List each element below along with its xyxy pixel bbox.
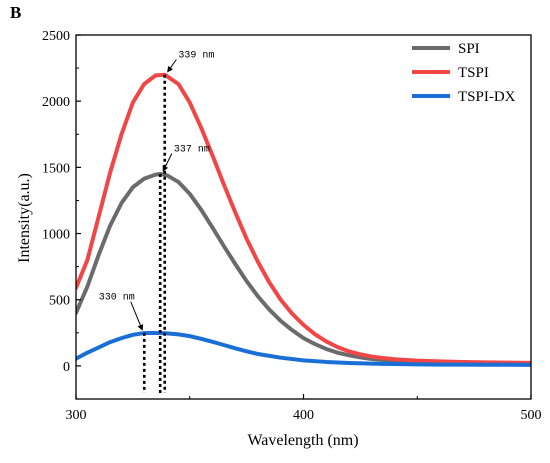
peak-annotation-label: 339 nm [178, 51, 214, 62]
y-tick-label: 2500 [42, 29, 70, 44]
legend-label-tspi: TSPI [458, 65, 489, 81]
peak-annotation-arrow [167, 59, 177, 73]
panel-label: B [10, 3, 21, 22]
axes: 0 500 1000 1500 2000 2500 300 400 500 [42, 29, 542, 423]
x-tick-label: 400 [293, 408, 314, 423]
y-tick-label: 2000 [42, 95, 70, 110]
y-tick-label: 1500 [42, 161, 70, 176]
legend: SPI TSPI TSPI-DX [412, 41, 516, 105]
y-tick-label: 500 [49, 294, 70, 309]
peak-annotation-arrow [162, 153, 173, 172]
annotations: 339 nm 337 nm 330 nm [99, 51, 214, 393]
x-tick-label: 300 [66, 408, 87, 423]
series-group [76, 72, 531, 367]
y-tick-label: 1000 [42, 228, 70, 243]
legend-label-tspi-dx: TSPI-DX [458, 89, 516, 105]
peak-annotation-label: 337 nm [174, 144, 210, 155]
x-axis-label: Wavelength (nm) [247, 432, 358, 449]
y-tick-label: 0 [63, 360, 70, 375]
legend-label-spi: SPI [458, 41, 480, 57]
y-axis-label: Intensity(a.u.) [16, 173, 33, 263]
peak-annotation-label: 330 nm [99, 293, 135, 304]
peak-annotation-arrow [130, 301, 144, 331]
series-line-tspi [76, 72, 531, 365]
x-tick-label: 500 [521, 408, 542, 423]
series-line-tspi-dx [76, 330, 531, 367]
